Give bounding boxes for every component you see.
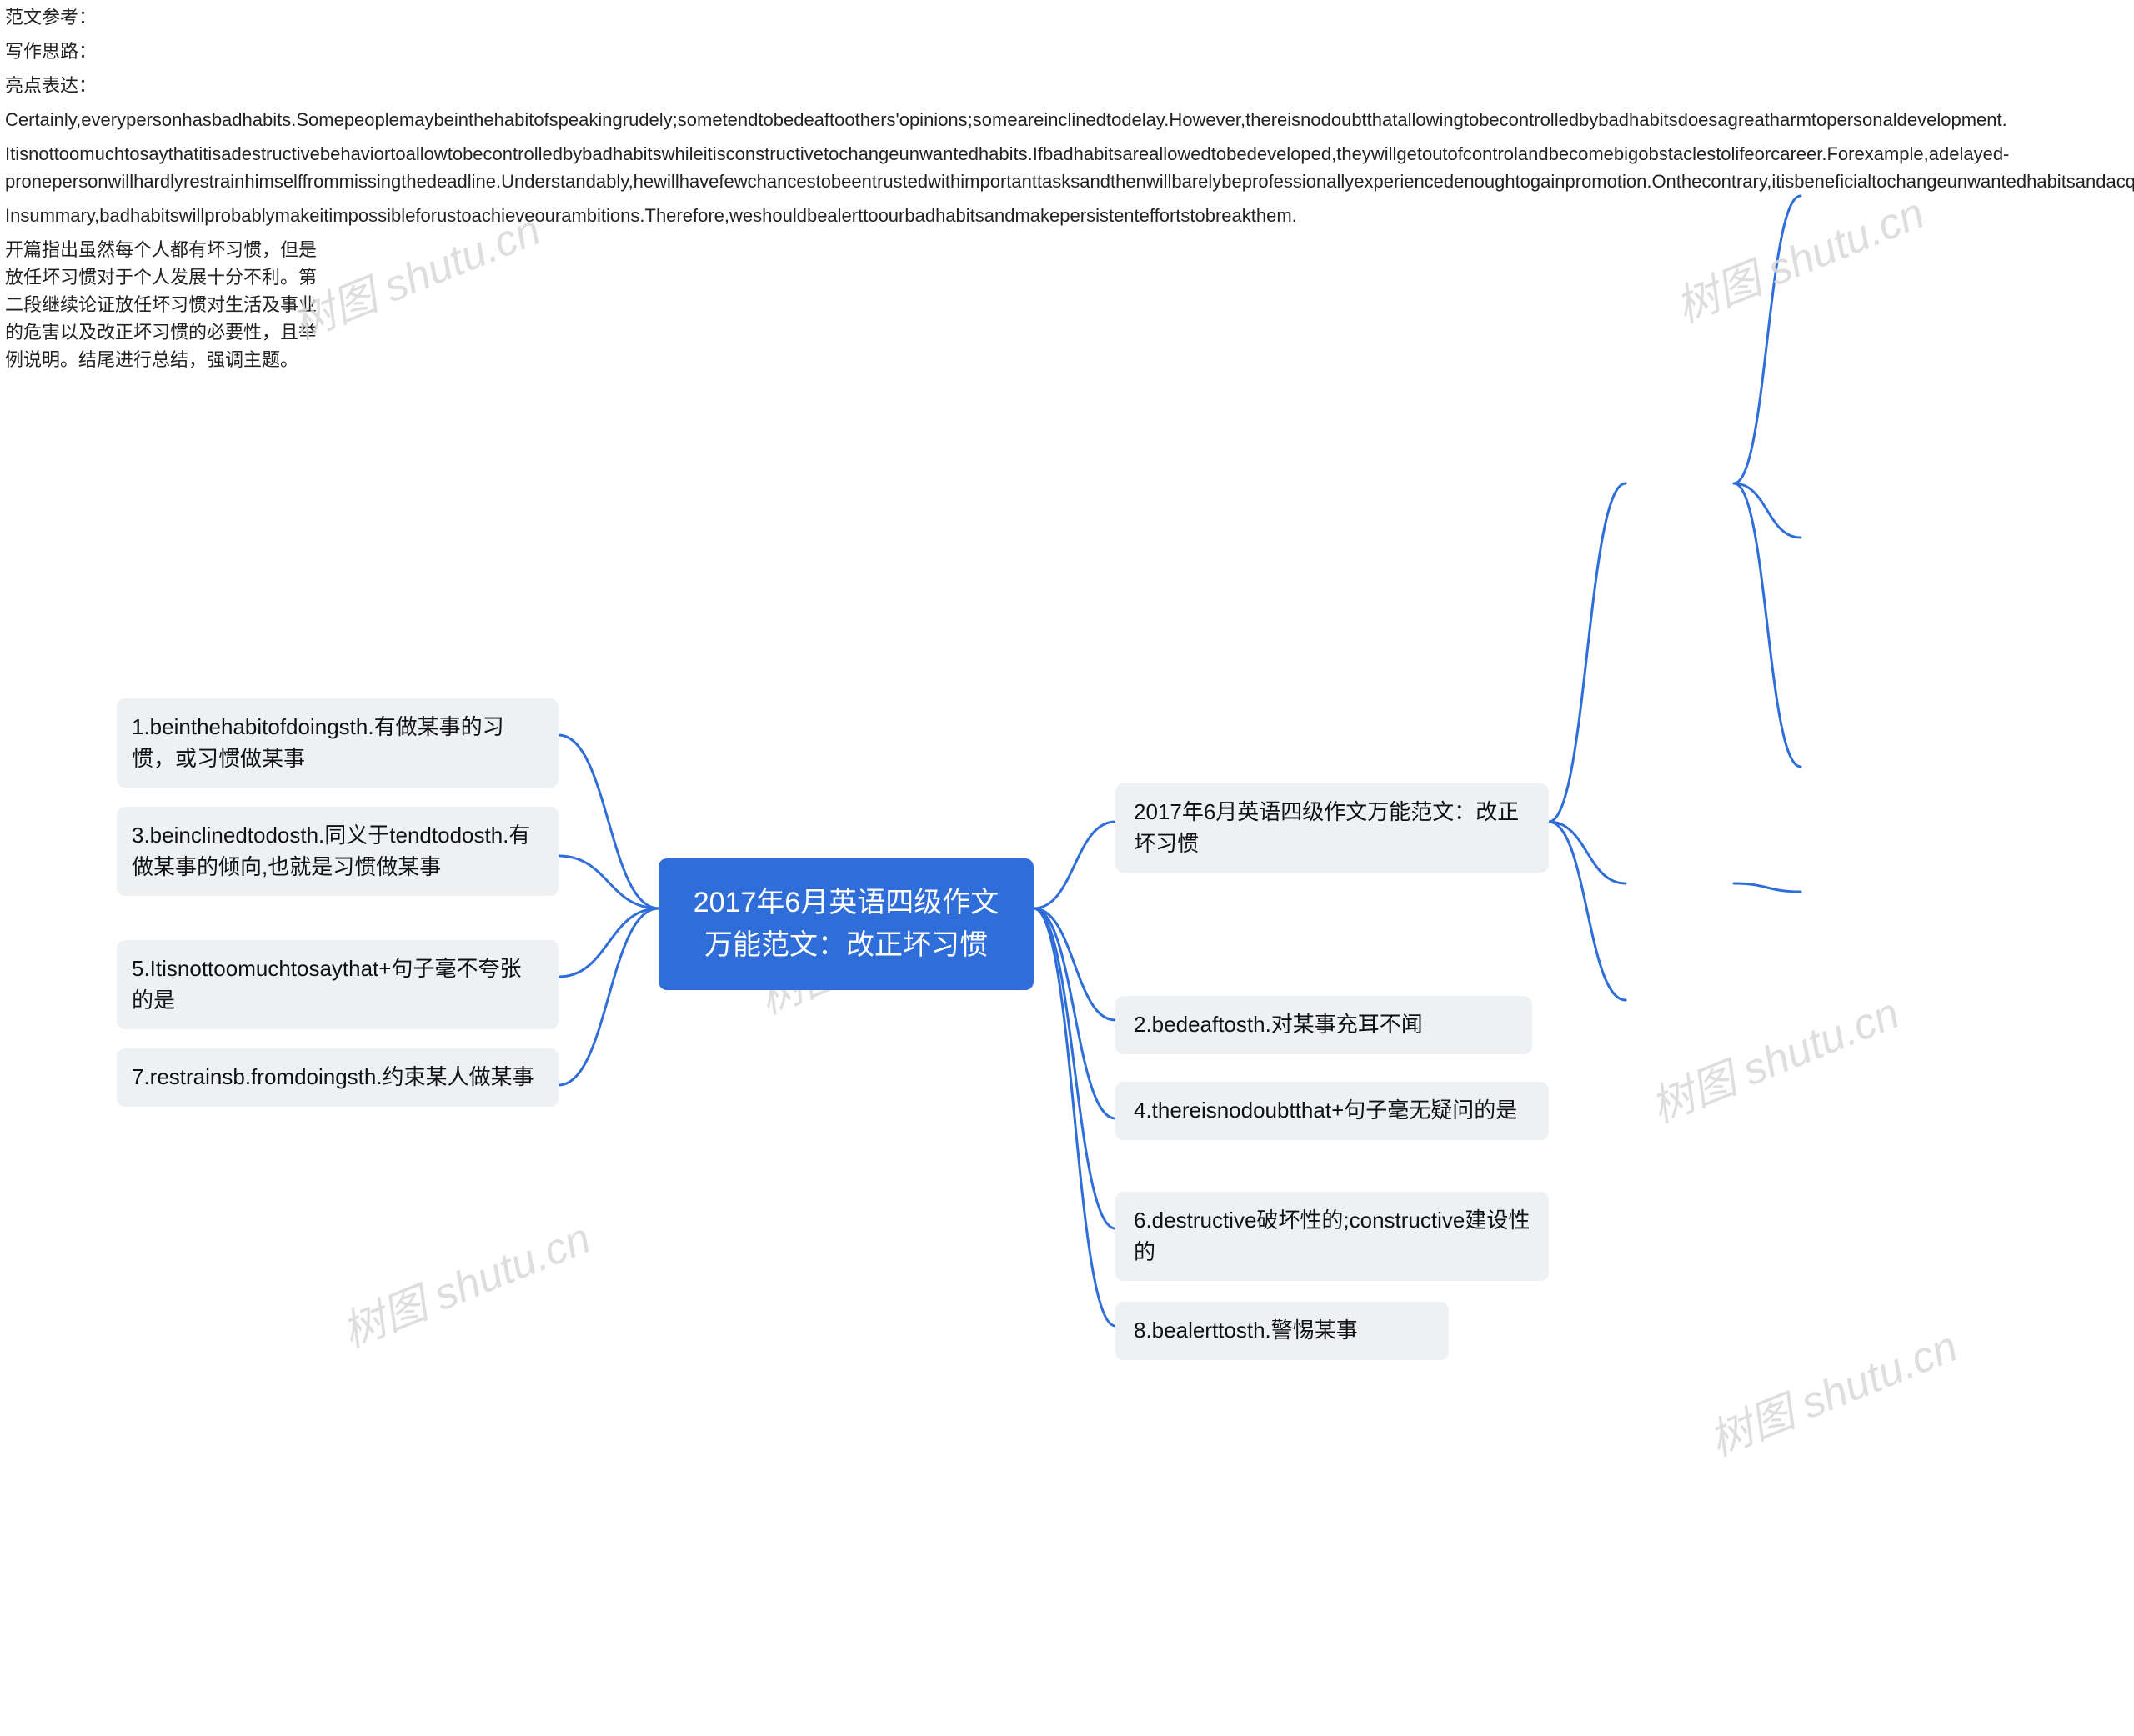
leaf-para3: Insummary,badhabitswillprobablymakeitimp… [0, 198, 333, 233]
watermark: 树图 shutu.cn [1698, 1312, 1965, 1468]
right-node-r8: 8.bealerttosth.警惕某事 [1115, 1302, 1449, 1360]
watermark: 树图 shutu.cn [1665, 178, 1931, 335]
leaf-para2: Itisnottoomuchtosaythatitisadestructiveb… [0, 137, 333, 198]
left-node-l3: 3.beinclinedtodosth.同义于tendtodosth.有做某事的… [117, 807, 559, 896]
center-line2: 万能范文：改正坏习惯 [684, 924, 1009, 967]
leaf-thought: 开篇指出虽然每个人都有坏习惯，但是放任坏习惯对于个人发展十分不利。第二段继续论证… [0, 233, 333, 377]
subnode-reference-label: 范文参考： [5, 7, 97, 28]
right-node-r_top: 2017年6月英语四级作文万能范文：改正坏习惯 [1115, 783, 1549, 873]
leaf-para1: Certainly,everypersonhasbadhabits.Somepe… [0, 103, 333, 137]
right-node-r2: 2.bedeaftosth.对某事充耳不闻 [1115, 996, 1532, 1054]
watermark: 树图 shutu.cn [331, 1203, 598, 1360]
left-node-l1: 1.beinthehabitofdoingsth.有做某事的习惯，或习惯做某事 [117, 698, 559, 788]
center-topic: 2017年6月英语四级作文 万能范文：改正坏习惯 [659, 858, 1034, 990]
left-node-l5: 5.Itisnottoomuchtosaythat+句子毫不夸张的是 [117, 940, 559, 1029]
left-node-l7: 7.restrainsb.fromdoingsth.约束某人做某事 [117, 1048, 559, 1107]
subnode-reference: 范文参考： [0, 0, 108, 34]
subnode-highlight: 亮点表达： [0, 68, 108, 103]
subnode-thought: 写作思路： [0, 34, 108, 68]
subnode-highlight-label: 亮点表达： [5, 75, 97, 96]
watermark: 树图 shutu.cn [1640, 978, 1906, 1135]
center-line1: 2017年6月英语四级作文 [684, 882, 1009, 924]
right-node-r4: 4.thereisnodoubtthat+句子毫无疑问的是 [1115, 1082, 1549, 1140]
right-node-r6: 6.destructive破坏性的;constructive建设性的 [1115, 1192, 1549, 1281]
subnode-thought-label: 写作思路： [5, 41, 97, 62]
